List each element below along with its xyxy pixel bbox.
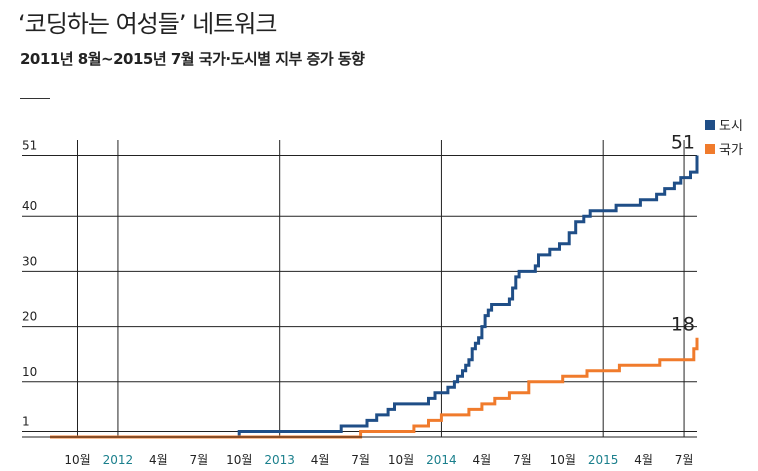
x-tick-label: 2015 [588, 453, 619, 467]
x-tick-label: 7월 [189, 453, 208, 467]
chart-title: ‘코딩하는 여성들’ 네트워크 [18, 10, 277, 38]
y-tick-label-40: 40 [22, 199, 37, 213]
x-tick-label: 4월 [149, 453, 168, 467]
x-tick-label: 7월 [675, 453, 694, 467]
x-tick-label: 2014 [426, 453, 457, 467]
end-label-1: 51 [671, 132, 695, 154]
x-tick-label: 10월 [550, 453, 576, 467]
y-tick-label-20: 20 [22, 310, 37, 324]
x-tick-label: 4월 [634, 453, 653, 467]
y-tick-label-10: 10 [22, 365, 37, 379]
legend-swatch-2 [705, 144, 715, 154]
x-tick-label: 10월 [388, 453, 414, 467]
legend-swatch-1 [705, 120, 715, 130]
x-axis-tick-labels: 10월 2012 4월 7월 10월 2013 4월 7월 10월 2014 4월 7월 10월 2015… [64, 453, 693, 467]
legend-label-1: 도시 [719, 119, 743, 134]
chart-subtitle: 2011년 8월~2015년 7월 국가·도시별 지부 증가 동향 [20, 50, 365, 68]
y-tick-label-30: 30 [22, 254, 37, 268]
gridlines [22, 140, 697, 437]
end-value-labels: 51 18 [671, 132, 695, 336]
series-lines [50, 155, 699, 439]
x-tick-label: 10월 [226, 453, 252, 467]
title-rule [20, 98, 50, 99]
end-label-2: 18 [671, 314, 695, 336]
x-tick-label: 2012 [103, 453, 134, 467]
y-tick-label-1: 1 [22, 414, 30, 428]
legend-label-2: 국가 [719, 143, 743, 158]
x-tick-label: 4월 [473, 453, 492, 467]
series-line-1 [50, 155, 699, 439]
series-line-2 [50, 337, 699, 439]
x-tick-label: 7월 [513, 453, 532, 467]
y-axis-tick-labels: 1 10 20 30 40 51 [22, 139, 37, 429]
x-tick-label: 4월 [311, 453, 330, 467]
x-tick-label: 2013 [264, 453, 295, 467]
x-tick-label: 7월 [351, 453, 370, 467]
y-tick-label-51: 51 [22, 139, 37, 153]
x-tick-label: 10월 [64, 453, 90, 467]
